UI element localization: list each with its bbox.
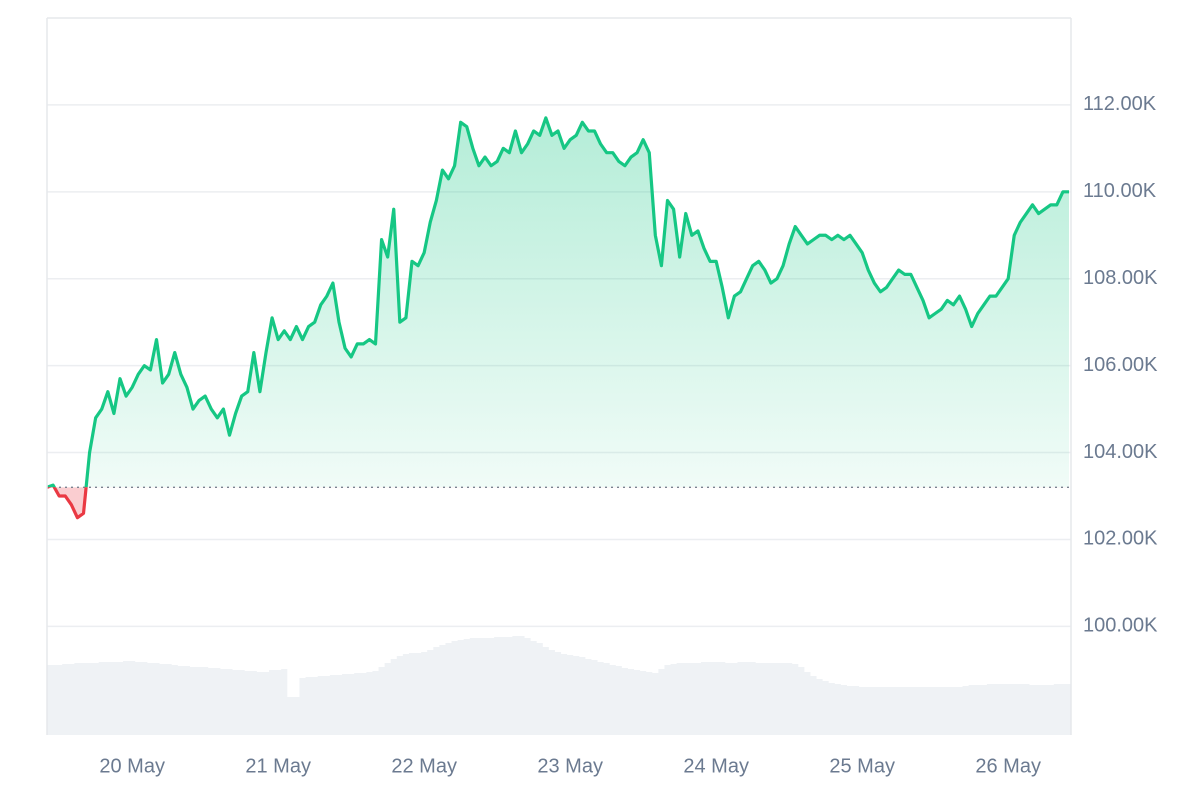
x-tick-label: 22 May <box>391 755 457 777</box>
y-tick-label: 112.00K <box>1083 93 1157 115</box>
price-line-up <box>46 116 1069 488</box>
x-tick-label: 21 May <box>245 755 311 777</box>
y-tick-label: 110.00K <box>1083 180 1157 202</box>
y-tick-label: 104.00K <box>1083 441 1158 463</box>
x-tick-label: 20 May <box>99 755 165 777</box>
y-tick-label: 106.00K <box>1083 354 1158 376</box>
y-tick-label: 100.00K <box>1083 615 1158 637</box>
y-tick-label: 102.00K <box>1083 528 1158 550</box>
area-up <box>47 117 1069 488</box>
x-tick-label: 26 May <box>975 755 1041 777</box>
x-tick-label: 25 May <box>829 755 895 777</box>
y-tick-label: 108.00K <box>1083 267 1158 289</box>
x-tick-label: 24 May <box>683 755 749 777</box>
volume-area <box>47 636 1071 735</box>
x-tick-label: 23 May <box>537 755 603 777</box>
